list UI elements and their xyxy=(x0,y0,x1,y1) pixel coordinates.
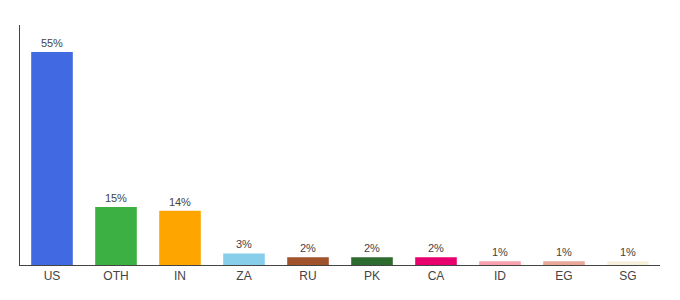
svg-text:IN: IN xyxy=(174,269,186,283)
svg-text:1%: 1% xyxy=(556,246,572,258)
svg-text:RU: RU xyxy=(299,269,316,283)
svg-text:US: US xyxy=(44,269,61,283)
svg-text:1%: 1% xyxy=(492,246,508,258)
svg-text:3%: 3% xyxy=(236,238,252,250)
svg-text:CA: CA xyxy=(428,269,445,283)
svg-text:2%: 2% xyxy=(300,242,316,254)
svg-text:2%: 2% xyxy=(428,242,444,254)
svg-text:OTH: OTH xyxy=(103,269,128,283)
svg-text:2%: 2% xyxy=(364,242,380,254)
svg-text:14%: 14% xyxy=(169,196,191,208)
svg-text:ZA: ZA xyxy=(236,269,251,283)
svg-text:EG: EG xyxy=(555,269,572,283)
svg-text:15%: 15% xyxy=(105,192,127,204)
svg-text:ID: ID xyxy=(494,269,506,283)
svg-text:55%: 55% xyxy=(41,37,63,49)
svg-text:PK: PK xyxy=(364,269,380,283)
svg-text:1%: 1% xyxy=(620,246,636,258)
svg-text:SG: SG xyxy=(619,269,636,283)
